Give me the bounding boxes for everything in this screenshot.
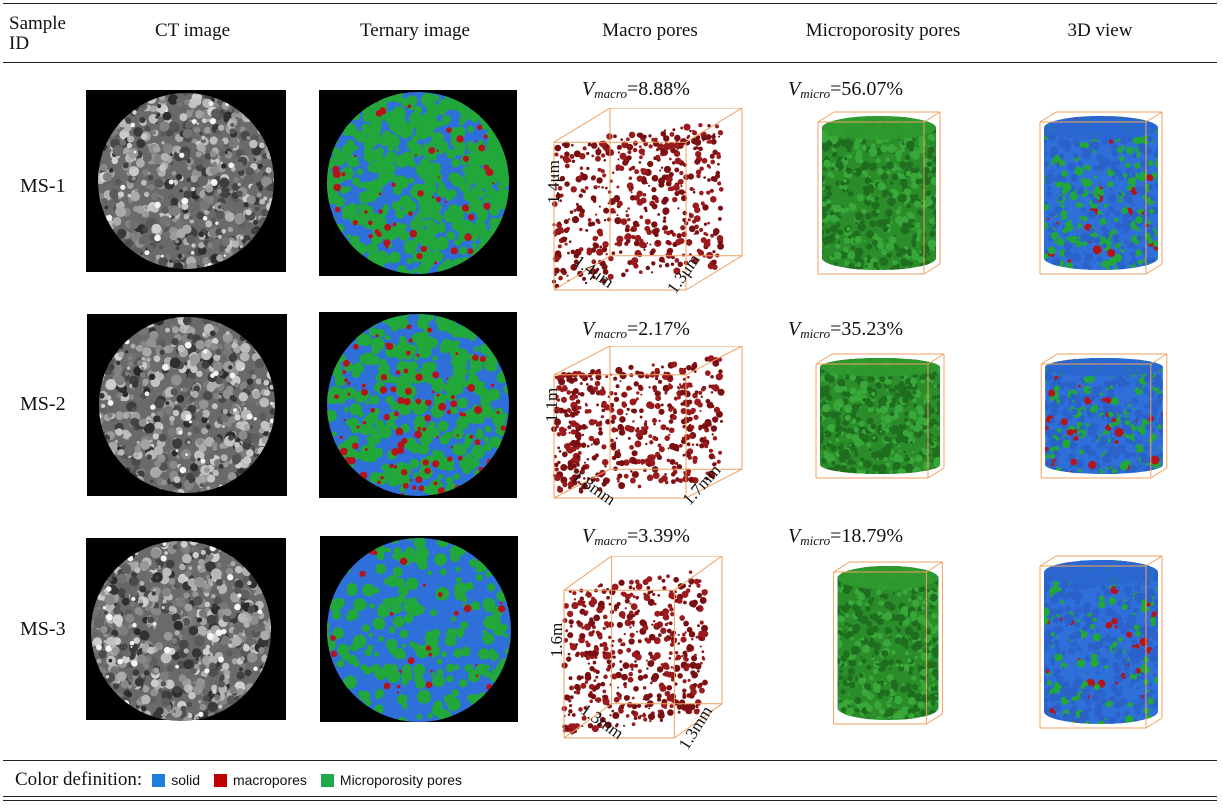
dim-height: 1.6m xyxy=(547,622,567,658)
micro-pores-render xyxy=(774,350,974,482)
macro-pores-render xyxy=(548,346,748,506)
legend-label-macropores: macropores xyxy=(232,772,307,788)
v-macro-label: Vmacro=2.17% xyxy=(582,318,690,341)
header-ct-image: CT image xyxy=(154,20,231,41)
macro-pores-render xyxy=(548,108,748,298)
v-micro-label: Vmicro=18.79% xyxy=(788,525,904,548)
ternary-image xyxy=(320,536,518,722)
legend-label-micro: Microporosity pores xyxy=(339,772,463,788)
ternary-image xyxy=(319,312,517,498)
row-label: MS-1 xyxy=(20,175,66,197)
legend-swatch-macropores xyxy=(213,773,227,787)
v-micro-label: Vmicro=35.23% xyxy=(788,318,904,341)
legend-label-solid: solid xyxy=(171,772,200,788)
color-legend: Color definition: solid macropores Micro… xyxy=(15,766,466,794)
legend-swatch-micro xyxy=(320,773,334,787)
row-label: MS-2 xyxy=(20,393,66,415)
dim-height: 1.1m xyxy=(542,387,562,423)
header-3d-view: 3D view xyxy=(1067,20,1133,41)
3d-view-render xyxy=(1000,552,1190,732)
table-bottom-rule-1 xyxy=(3,796,1217,797)
v-micro-label: Vmicro=56.07% xyxy=(788,78,904,101)
header-micro-pores: Microporosity pores xyxy=(805,20,961,41)
3d-view-render xyxy=(1000,108,1190,278)
dim-height: 1.4μm xyxy=(543,160,563,204)
ct-image xyxy=(86,90,286,272)
micro-pores-render xyxy=(798,558,966,728)
header-rule xyxy=(3,62,1217,63)
ternary-image xyxy=(319,90,517,276)
table-bottom-rule-2 xyxy=(3,800,1217,801)
header-macro-pores: Macro pores xyxy=(602,20,698,41)
header-ternary-image: Ternary image xyxy=(360,20,470,41)
legend-title: Color definition: xyxy=(15,769,143,790)
table-top-rule xyxy=(3,3,1217,4)
body-bottom-rule xyxy=(3,760,1217,761)
3d-view-render xyxy=(1000,350,1196,482)
macro-pores-render xyxy=(558,556,728,746)
header-sample-id: Sample ID xyxy=(9,13,66,54)
ct-image xyxy=(86,538,286,721)
ct-image xyxy=(87,314,287,496)
v-macro-label: Vmacro=8.88% xyxy=(582,78,690,101)
legend-swatch-solid xyxy=(152,773,166,787)
micro-pores-render xyxy=(778,108,968,278)
row-label: MS-3 xyxy=(20,618,66,640)
v-macro-label: Vmacro=3.39% xyxy=(582,525,690,548)
